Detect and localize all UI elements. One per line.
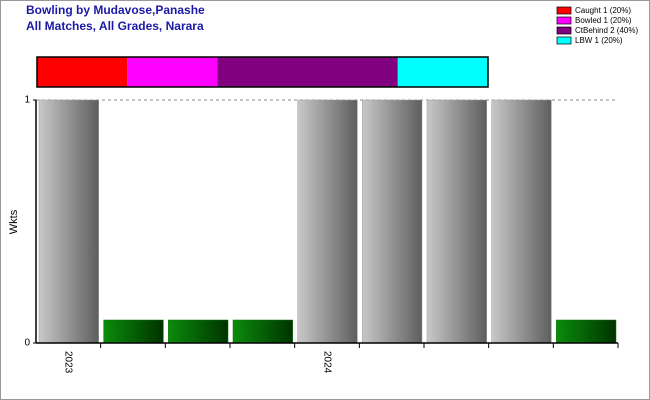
legend-swatch (556, 36, 572, 45)
legend-swatch (556, 6, 572, 15)
breakdown-segment (217, 57, 398, 87)
x-tick-label: 2024 (321, 351, 332, 374)
breakdown-segment (127, 57, 218, 87)
y-axis-label: Wkts (8, 209, 20, 234)
y-tick-label: 1 (24, 95, 30, 106)
x-tick-label: 2023 (63, 351, 74, 374)
bar (362, 99, 423, 344)
breakdown-segment (37, 57, 128, 87)
bar (297, 99, 358, 344)
bar (38, 99, 99, 344)
breakdown-segment (397, 57, 488, 87)
legend-swatch (556, 16, 572, 25)
legend-label: LBW 1 (20%) (575, 36, 623, 45)
legend-label: Bowled 1 (20%) (575, 16, 632, 25)
legend-label: Caught 1 (20%) (575, 6, 631, 15)
legend-label: CtBehind 2 (40%) (575, 26, 638, 35)
bar (491, 99, 552, 344)
bar (168, 319, 229, 344)
bar (556, 319, 617, 344)
bar (232, 319, 293, 344)
chart-subtitle: All Matches, All Grades, Narara (26, 19, 204, 33)
bar (426, 99, 487, 344)
bar (103, 319, 164, 344)
chart-title: Bowling by Mudavose,Panashe (26, 3, 205, 17)
breakdown-border (36, 56, 489, 88)
y-tick-label: 0 (24, 338, 30, 349)
legend-swatch (556, 26, 572, 35)
